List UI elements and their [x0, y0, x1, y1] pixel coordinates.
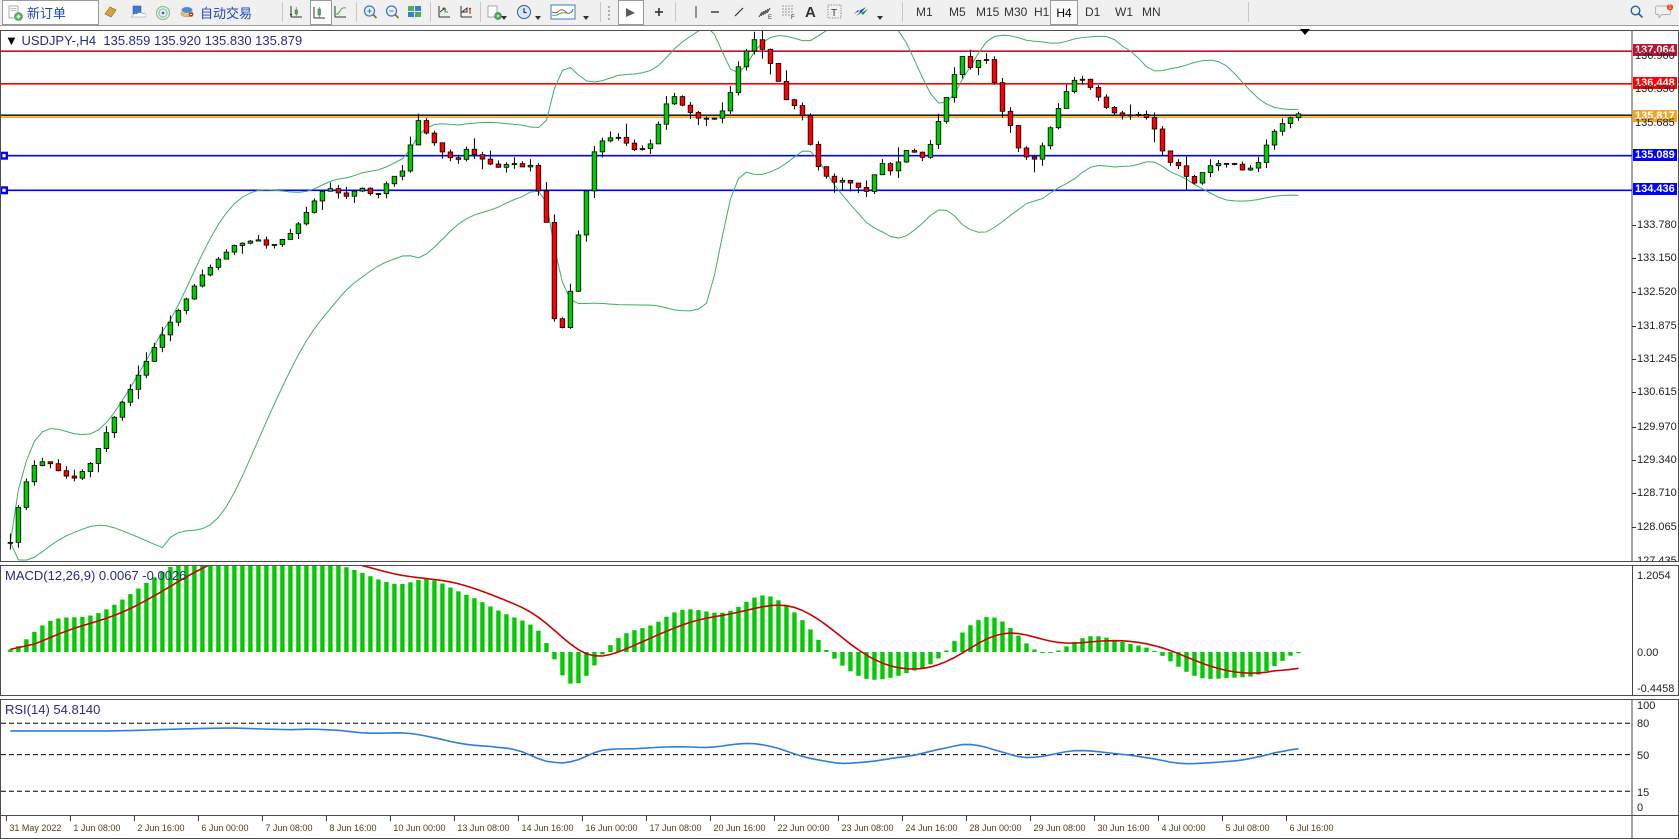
svg-text:T: T	[831, 8, 837, 19]
svg-text:1: 1	[1669, 5, 1672, 11]
svg-text:F: F	[791, 15, 795, 20]
svg-text:E: E	[768, 15, 772, 20]
